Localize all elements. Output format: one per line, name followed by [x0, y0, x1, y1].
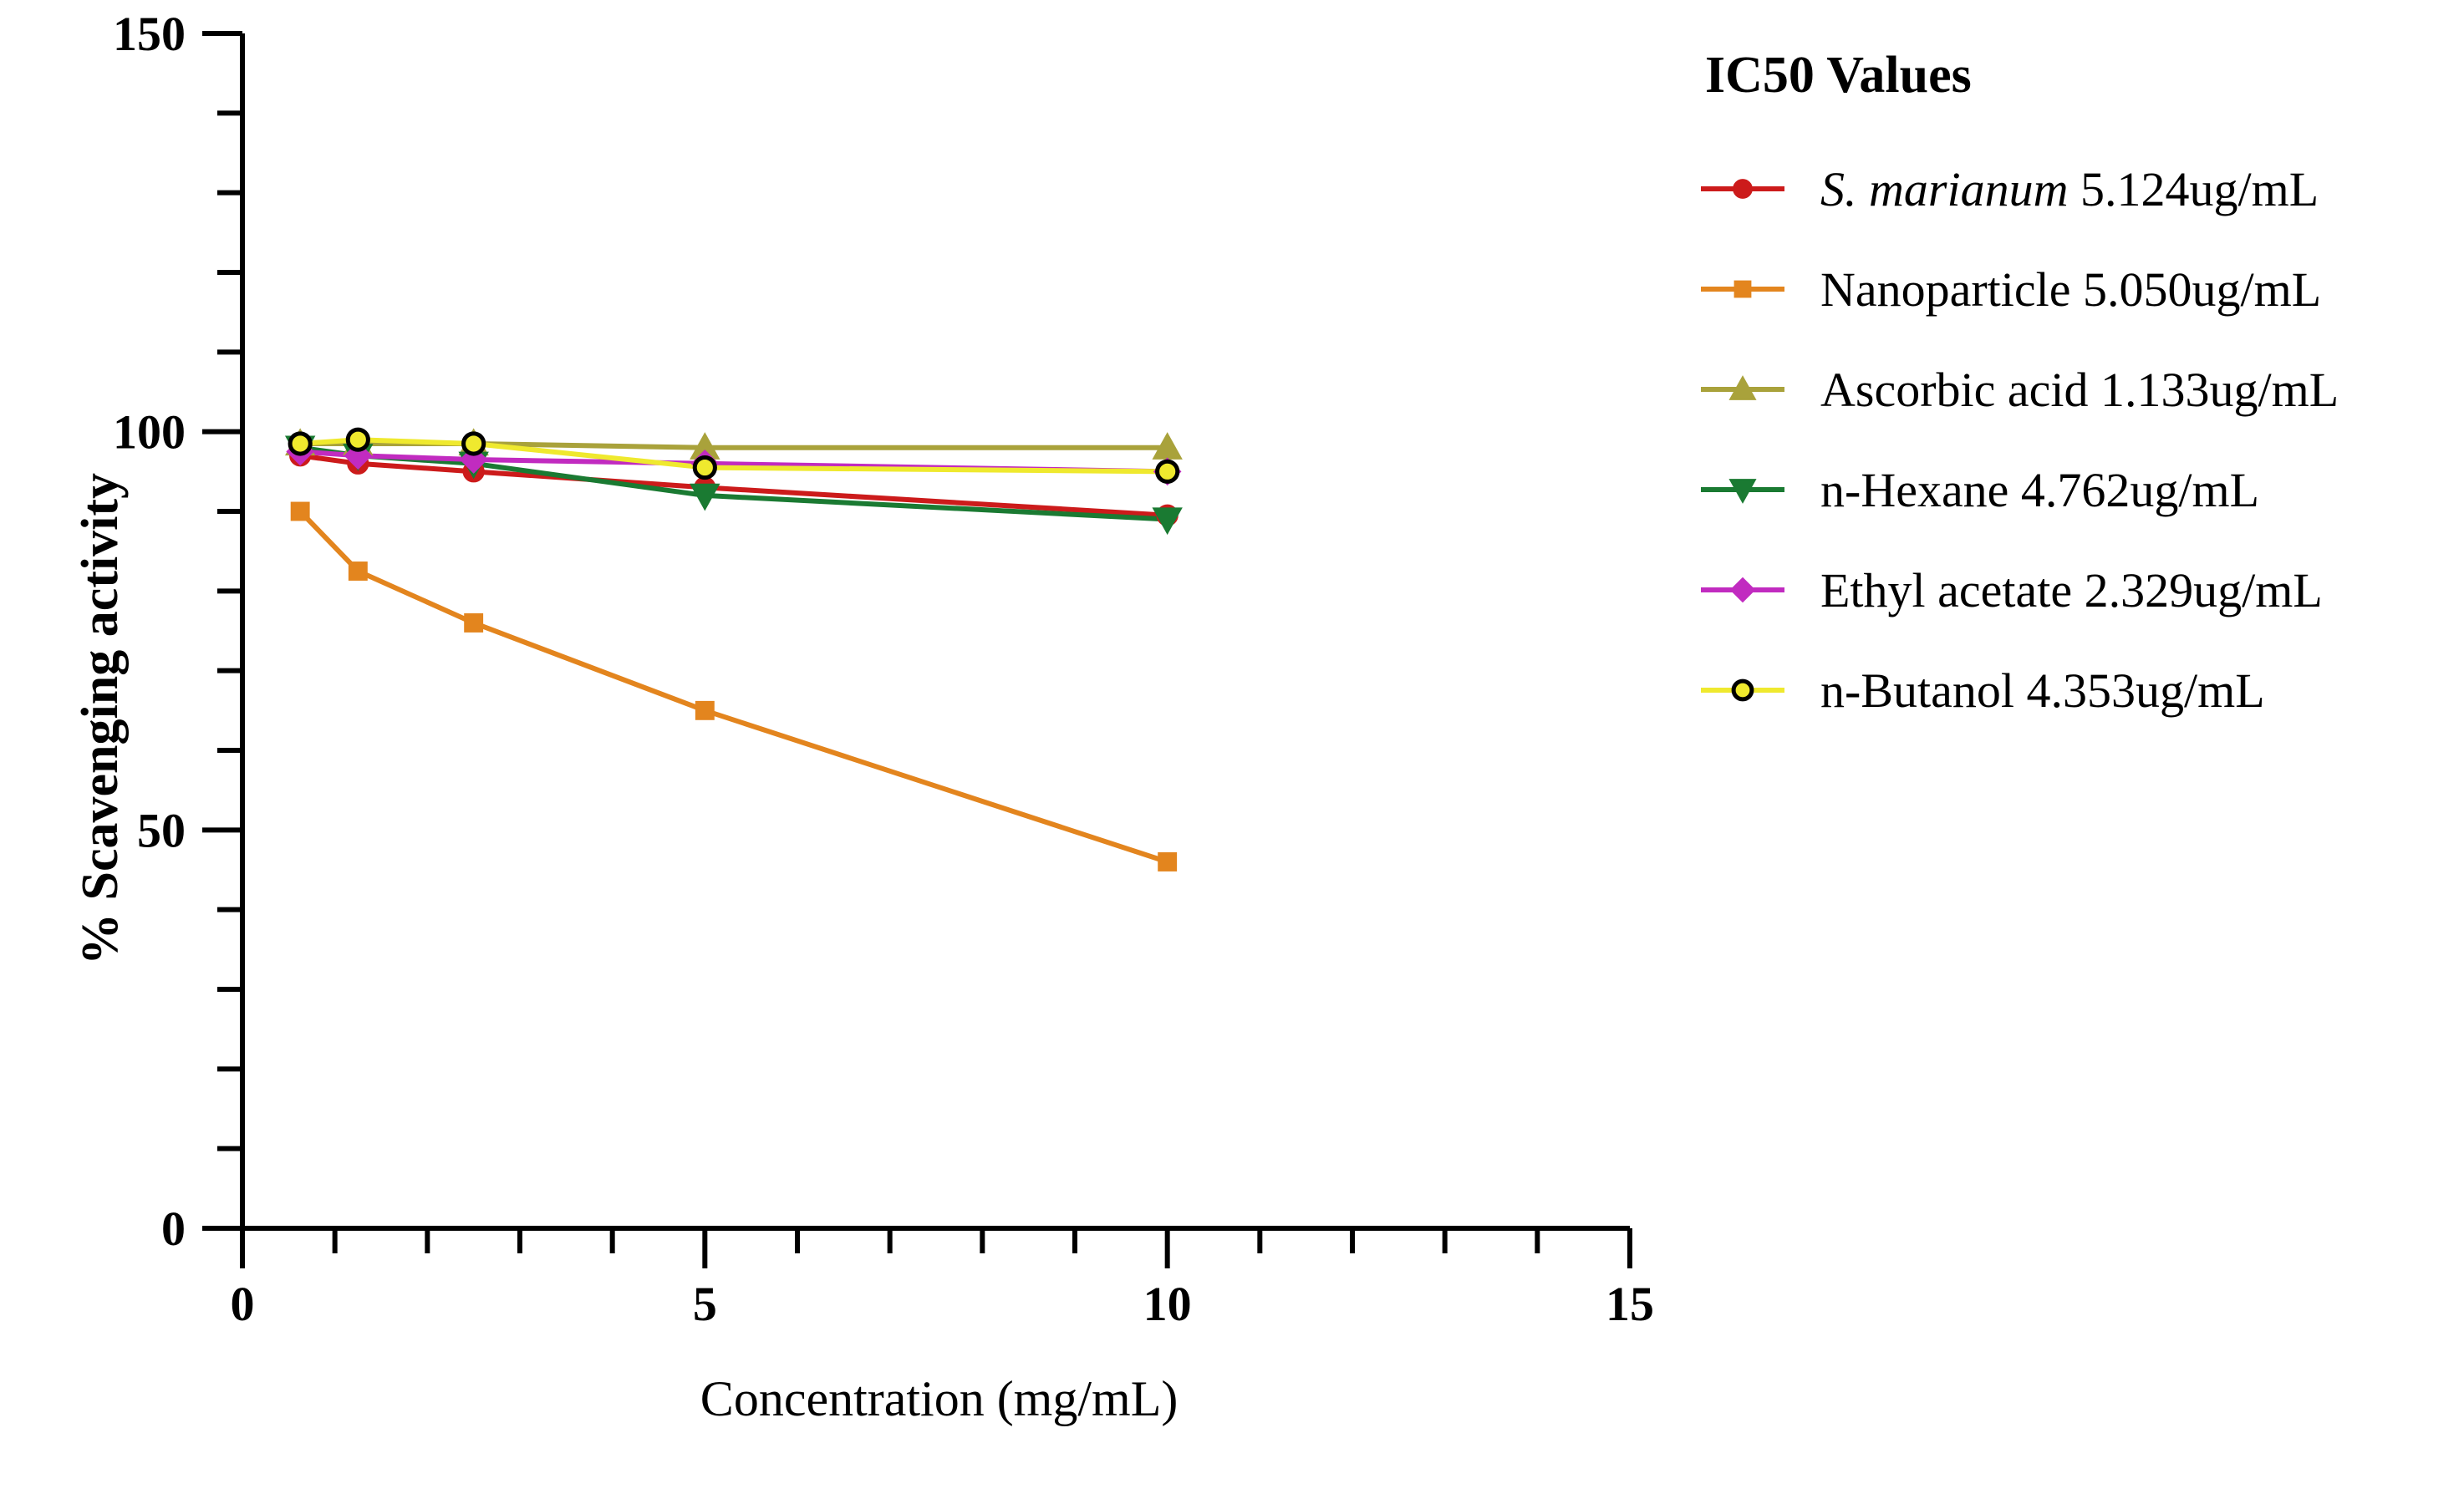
svg-text:0: 0 — [231, 1277, 255, 1331]
chart-container: 051015050100150 % Scavenging activity Co… — [0, 0, 2464, 1499]
legend-item-label: Ascorbic acid 1.133ug/mL — [1820, 362, 2339, 418]
legend-item-label: Nanoparticle 5.050ug/mL — [1820, 262, 2321, 318]
legend-marker-icon — [1697, 669, 1805, 711]
legend-item: Ethyl acetate 2.329ug/mL — [1697, 540, 2339, 640]
legend-item: n-Butanol 4.353ug/mL — [1697, 640, 2339, 740]
legend-marker-icon — [1697, 469, 1805, 511]
legend-item-label: S. marianum 5.124ug/mL — [1820, 161, 2319, 217]
svg-text:10: 10 — [1143, 1277, 1192, 1331]
x-axis-label: Concentration (mg/mL) — [700, 1370, 1179, 1428]
legend-title: IC50 Values — [1705, 46, 2339, 105]
legend: IC50 Values S. marianum 5.124ug/mL Nanopa… — [1697, 46, 2339, 740]
svg-text:50: 50 — [137, 803, 186, 857]
legend-marker-icon — [1697, 569, 1805, 611]
legend-item-label: Ethyl acetate 2.329ug/mL — [1820, 562, 2323, 618]
svg-text:150: 150 — [113, 7, 186, 61]
svg-text:0: 0 — [161, 1202, 186, 1256]
legend-item-label: n-Hexane 4.762ug/mL — [1820, 462, 2259, 518]
svg-text:5: 5 — [693, 1277, 717, 1331]
y-axis-label: % Scavenging activity — [71, 473, 130, 965]
legend-item: Nanoparticle 5.050ug/mL — [1697, 239, 2339, 339]
legend-item-label: n-Butanol 4.353ug/mL — [1820, 663, 2265, 719]
legend-item: S. marianum 5.124ug/mL — [1697, 139, 2339, 239]
legend-items: S. marianum 5.124ug/mL Nanoparticle 5.050… — [1697, 139, 2339, 740]
svg-text:15: 15 — [1606, 1277, 1654, 1331]
legend-marker-icon — [1697, 368, 1805, 410]
legend-item: n-Hexane 4.762ug/mL — [1697, 440, 2339, 540]
svg-text:100: 100 — [113, 405, 186, 460]
legend-marker-icon — [1697, 168, 1805, 210]
legend-marker-icon — [1697, 268, 1805, 310]
legend-item: Ascorbic acid 1.133ug/mL — [1697, 339, 2339, 440]
